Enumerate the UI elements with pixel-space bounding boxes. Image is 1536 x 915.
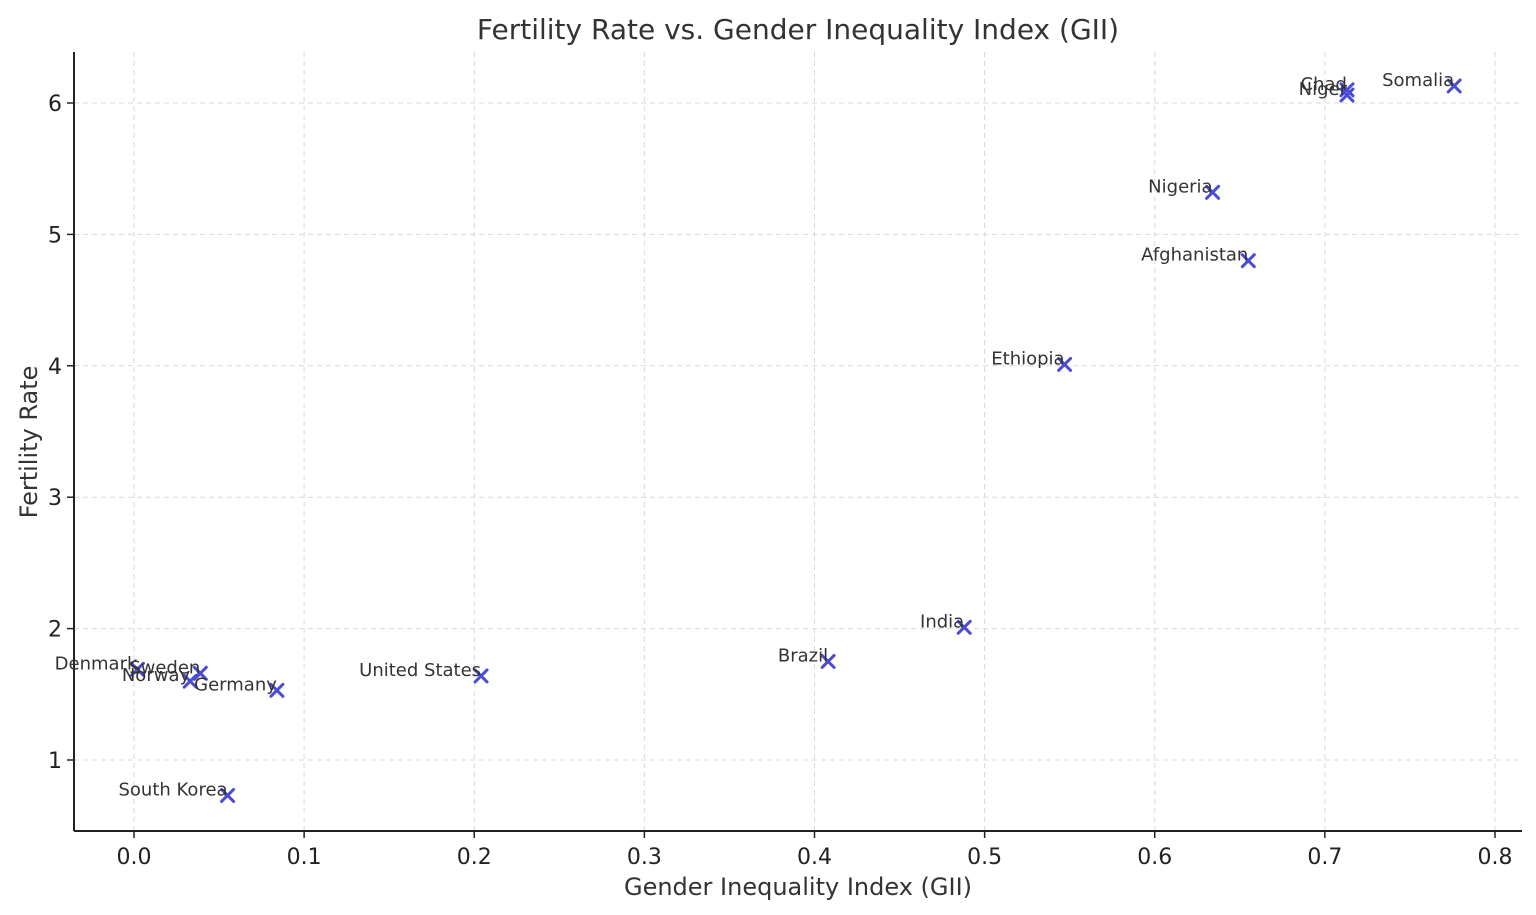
point-label: Somalia bbox=[1382, 70, 1454, 91]
x-tick-label: 0.2 bbox=[457, 845, 492, 870]
axes-layer bbox=[73, 52, 1522, 832]
data-point: Denmark bbox=[55, 653, 145, 677]
x-tick-label: 0.3 bbox=[627, 845, 662, 870]
x-marker-icon bbox=[1339, 87, 1355, 103]
x-marker-icon bbox=[1339, 82, 1355, 98]
x-tick-label: 0.8 bbox=[1478, 845, 1513, 870]
point-label: Germany bbox=[194, 674, 277, 695]
data-point: Chad bbox=[1301, 74, 1355, 98]
x-marker-icon bbox=[1057, 356, 1073, 372]
x-tick-label: 0.5 bbox=[967, 845, 1002, 870]
x-marker-icon bbox=[1205, 184, 1221, 200]
y-tick-label: 4 bbox=[48, 355, 62, 380]
data-point: Nigeria bbox=[1148, 176, 1221, 200]
data-point: Sweden bbox=[129, 657, 208, 681]
data-point: Somalia bbox=[1382, 70, 1462, 94]
point-label: India bbox=[920, 611, 964, 632]
data-point: South Korea bbox=[118, 779, 236, 803]
x-axis-label: Gender Inequality Index (GII) bbox=[624, 873, 972, 901]
data-point: United States bbox=[359, 660, 489, 684]
x-marker-icon bbox=[269, 682, 285, 698]
x-marker-icon bbox=[956, 619, 972, 635]
data-point: India bbox=[920, 611, 972, 635]
y-tick-label: 1 bbox=[48, 749, 62, 774]
point-label: Norway bbox=[122, 665, 191, 686]
grid-layer bbox=[74, 52, 1522, 831]
x-tick-label: 0.6 bbox=[1137, 845, 1172, 870]
y-tick-label: 5 bbox=[48, 223, 62, 248]
y-tick-label: 3 bbox=[48, 486, 62, 511]
data-point: Norway bbox=[122, 665, 198, 689]
x-tick-label: 0.7 bbox=[1307, 845, 1342, 870]
chart-title: Fertility Rate vs. Gender Inequality Ind… bbox=[477, 13, 1119, 46]
x-tick-label: 0.1 bbox=[287, 845, 322, 870]
data-point: Niger bbox=[1299, 79, 1355, 103]
x-marker-icon bbox=[192, 665, 208, 681]
x-marker-icon bbox=[820, 653, 836, 669]
x-marker-icon bbox=[473, 668, 489, 684]
point-label: Sweden bbox=[129, 657, 200, 678]
x-tick-label: 0.0 bbox=[117, 845, 152, 870]
y-tick-label: 2 bbox=[48, 618, 62, 643]
ticks-layer: 0.0 0.1 0.2 0.3 0.4 0.5 0.6 0.7 0.8 1 2 3 4 5 6 bbox=[48, 92, 1513, 870]
data-point: Ethiopia bbox=[991, 348, 1073, 372]
data-point: Brazil bbox=[778, 645, 836, 669]
x-marker-icon bbox=[1240, 253, 1256, 269]
data-point: Germany bbox=[194, 674, 285, 698]
x-marker-icon bbox=[1446, 78, 1462, 94]
point-label: South Korea bbox=[118, 779, 227, 800]
point-label: Niger bbox=[1299, 79, 1348, 100]
point-label: Nigeria bbox=[1148, 176, 1212, 197]
x-marker-icon bbox=[129, 661, 145, 677]
point-label: Afghanistan bbox=[1141, 245, 1248, 266]
x-tick-label: 0.4 bbox=[797, 845, 832, 870]
y-tick-label: 6 bbox=[48, 92, 62, 117]
point-label: Brazil bbox=[778, 645, 828, 666]
point-label: United States bbox=[359, 660, 481, 681]
x-marker-icon bbox=[182, 673, 198, 689]
x-marker-icon bbox=[220, 787, 236, 803]
data-point: Afghanistan bbox=[1141, 245, 1256, 269]
point-label: Denmark bbox=[55, 653, 138, 674]
point-label: Ethiopia bbox=[991, 348, 1064, 369]
y-axis-label: Fertility Rate bbox=[15, 366, 43, 519]
point-label: Chad bbox=[1301, 74, 1347, 95]
